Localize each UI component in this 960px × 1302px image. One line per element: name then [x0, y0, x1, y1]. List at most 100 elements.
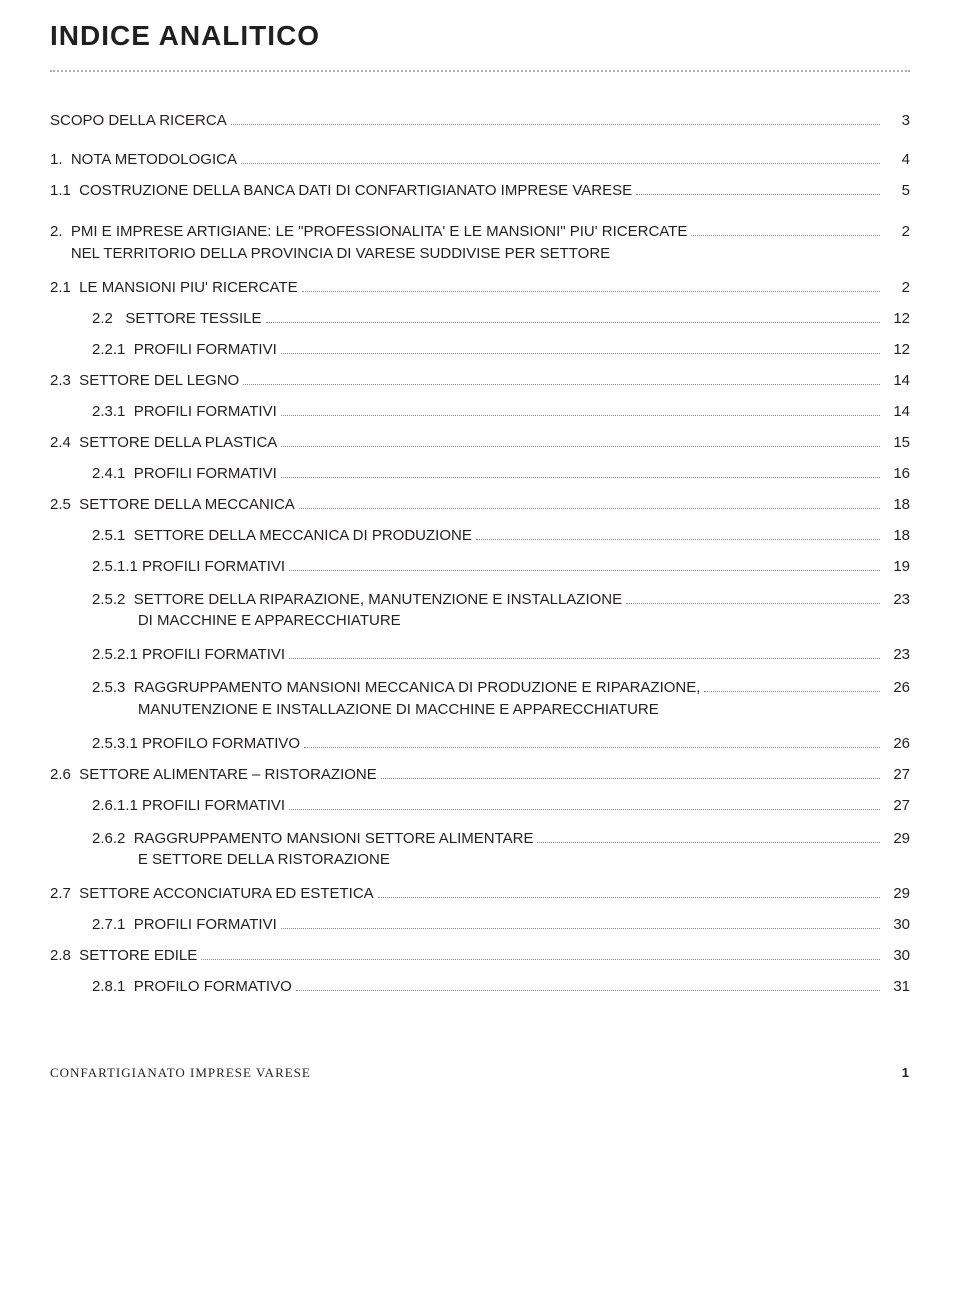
- toc-entry: 2.5.2.1 PROFILI FORMATIVI 23: [50, 646, 910, 663]
- toc-entry: 2.5 SETTORE DELLA MECCANICA 18: [50, 496, 910, 513]
- toc-entry-page: 12: [886, 341, 910, 358]
- toc-entry-page: 29: [886, 885, 910, 902]
- toc-entry-page: 2: [886, 223, 910, 240]
- toc-leader-dots: [476, 539, 880, 540]
- toc-entry-label: 2.5.3 RAGGRUPPAMENTO MANSIONI MECCANICA …: [92, 677, 700, 721]
- toc-leader-dots: [281, 928, 880, 929]
- toc-entry-label: 2. PMI E IMPRESE ARTIGIANE: LE "PROFESSI…: [50, 221, 687, 265]
- toc-leader-dots: [281, 353, 880, 354]
- toc-entry: 2.6 SETTORE ALIMENTARE – RISTORAZIONE 27: [50, 766, 910, 783]
- toc-leader-dots: [281, 415, 880, 416]
- toc-entry-page: 3: [886, 112, 910, 129]
- toc-leader-dots: [691, 235, 880, 236]
- toc-entry: 2.2 SETTORE TESSILE 12: [50, 310, 910, 327]
- toc-leader-dots: [381, 778, 880, 779]
- toc-entry-page: 26: [886, 679, 910, 696]
- toc-entry: 2.4 SETTORE DELLA PLASTICA 15: [50, 434, 910, 451]
- page-footer: CONFARTIGIANATO IMPRESE VARESE 1: [50, 1065, 910, 1081]
- toc-entry-page: 18: [886, 527, 910, 544]
- toc-entry: 2.3.1 PROFILI FORMATIVI 14: [50, 403, 910, 420]
- toc-entry-page: 18: [886, 496, 910, 513]
- toc-entry-page: 4: [886, 151, 910, 168]
- toc-leader-dots: [296, 990, 880, 991]
- toc-entry: 2.6.1.1 PROFILI FORMATIVI 27: [50, 797, 910, 814]
- toc-entry: 2.5.3.1 PROFILO FORMATIVO 26: [50, 735, 910, 752]
- toc-entry-label: 2.1 LE MANSIONI PIU' RICERCATE: [50, 279, 298, 296]
- toc-entry-page: 26: [886, 735, 910, 752]
- toc-entry-label: 2.6.1.1 PROFILI FORMATIVI: [92, 797, 285, 814]
- toc-entry: 2.5.3 RAGGRUPPAMENTO MANSIONI MECCANICA …: [50, 677, 910, 721]
- toc-entry: 2. PMI E IMPRESE ARTIGIANE: LE "PROFESSI…: [50, 221, 910, 265]
- toc-entry: 2.8 SETTORE EDILE 30: [50, 947, 910, 964]
- toc-entry: 2.3 SETTORE DEL LEGNO 14: [50, 372, 910, 389]
- toc-leader-dots: [302, 291, 880, 292]
- toc-entry: 2.7 SETTORE ACCONCIATURA ED ESTETICA 29: [50, 885, 910, 902]
- toc-entry-page: 29: [886, 830, 910, 847]
- toc-entry-page: 14: [886, 372, 910, 389]
- toc-leader-dots: [231, 124, 880, 125]
- toc-entry-label: 2.5.2 SETTORE DELLA RIPARAZIONE, MANUTEN…: [92, 589, 622, 633]
- toc-entry-page: 12: [886, 310, 910, 327]
- toc-entry-label: 2.2.1 PROFILI FORMATIVI: [92, 341, 277, 358]
- toc-leader-dots: [289, 570, 880, 571]
- toc-entry-label: 2.7.1 PROFILI FORMATIVI: [92, 916, 277, 933]
- toc-leader-dots: [636, 194, 880, 195]
- toc-entry: 2.5.1.1 PROFILI FORMATIVI 19: [50, 558, 910, 575]
- toc-leader-dots: [281, 477, 880, 478]
- toc-entry-label: 2.5 SETTORE DELLA MECCANICA: [50, 496, 295, 513]
- toc-entry-page: 14: [886, 403, 910, 420]
- table-of-contents: SCOPO DELLA RICERCA 3 1. NOTA METODOLOGICA…: [50, 112, 910, 995]
- toc-entry-page: 23: [886, 591, 910, 608]
- footer-page-number: 1: [902, 1065, 910, 1080]
- toc-leader-dots: [241, 163, 880, 164]
- toc-entry-label: 2.3 SETTORE DEL LEGNO: [50, 372, 239, 389]
- toc-entry: 2.5.1 SETTORE DELLA MECCANICA DI PRODUZI…: [50, 527, 910, 544]
- toc-entry: SCOPO DELLA RICERCA 3: [50, 112, 910, 129]
- toc-entry: 2.6.2 RAGGRUPPAMENTO MANSIONI SETTORE AL…: [50, 828, 910, 872]
- toc-entry-label: 2.5.3.1 PROFILO FORMATIVO: [92, 735, 300, 752]
- toc-entry-label: 2.7 SETTORE ACCONCIATURA ED ESTETICA: [50, 885, 374, 902]
- toc-entry-label: 2.8 SETTORE EDILE: [50, 947, 197, 964]
- toc-entry-label: 1. NOTA METODOLOGICA: [50, 151, 237, 168]
- toc-entry: 1. NOTA METODOLOGICA 4: [50, 151, 910, 168]
- toc-entry-page: 30: [886, 947, 910, 964]
- toc-entry-label: 2.6.2 RAGGRUPPAMENTO MANSIONI SETTORE AL…: [92, 828, 533, 872]
- toc-leader-dots: [243, 384, 880, 385]
- toc-entry-page: 15: [886, 434, 910, 451]
- toc-leader-dots: [626, 603, 880, 604]
- toc-leader-dots: [281, 446, 880, 447]
- toc-leader-dots: [537, 842, 880, 843]
- toc-leader-dots: [289, 658, 880, 659]
- toc-entry: 2.8.1 PROFILO FORMATIVO31: [50, 978, 910, 995]
- toc-entry: 2.7.1 PROFILI FORMATIVI30: [50, 916, 910, 933]
- page-title: INDICE ANALITICO: [50, 20, 910, 52]
- toc-entry: 1.1 COSTRUZIONE DELLA BANCA DATI DI CONF…: [50, 182, 910, 199]
- toc-leader-dots: [266, 322, 880, 323]
- toc-entry: 2.4.1 PROFILI FORMATIVI 16: [50, 465, 910, 482]
- toc-entry-label: 2.4 SETTORE DELLA PLASTICA: [50, 434, 277, 451]
- toc-leader-dots: [704, 691, 880, 692]
- toc-entry-page: 16: [886, 465, 910, 482]
- toc-leader-dots: [201, 959, 880, 960]
- toc-entry-label: 2.6 SETTORE ALIMENTARE – RISTORAZIONE: [50, 766, 377, 783]
- title-divider: [50, 70, 910, 72]
- toc-entry-label: 2.2 SETTORE TESSILE: [92, 310, 262, 327]
- toc-entry-label: 1.1 COSTRUZIONE DELLA BANCA DATI DI CONF…: [50, 182, 632, 199]
- toc-entry-label: 2.5.1.1 PROFILI FORMATIVI: [92, 558, 285, 575]
- toc-leader-dots: [289, 809, 880, 810]
- toc-entry-page: 19: [886, 558, 910, 575]
- toc-leader-dots: [299, 508, 880, 509]
- footer-publisher: CONFARTIGIANATO IMPRESE VARESE: [50, 1065, 311, 1081]
- toc-entry-label: 2.3.1 PROFILI FORMATIVI: [92, 403, 277, 420]
- toc-entry: 2.1 LE MANSIONI PIU' RICERCATE2: [50, 279, 910, 296]
- toc-leader-dots: [304, 747, 880, 748]
- toc-entry-label: 2.8.1 PROFILO FORMATIVO: [92, 978, 292, 995]
- toc-entry-page: 27: [886, 797, 910, 814]
- toc-entry-label: 2.5.2.1 PROFILI FORMATIVI: [92, 646, 285, 663]
- toc-entry-label: SCOPO DELLA RICERCA: [50, 112, 227, 129]
- toc-entry-page: 5: [886, 182, 910, 199]
- toc-entry-label: 2.5.1 SETTORE DELLA MECCANICA DI PRODUZI…: [92, 527, 472, 544]
- toc-entry-page: 23: [886, 646, 910, 663]
- toc-entry-page: 27: [886, 766, 910, 783]
- toc-entry-label: 2.4.1 PROFILI FORMATIVI: [92, 465, 277, 482]
